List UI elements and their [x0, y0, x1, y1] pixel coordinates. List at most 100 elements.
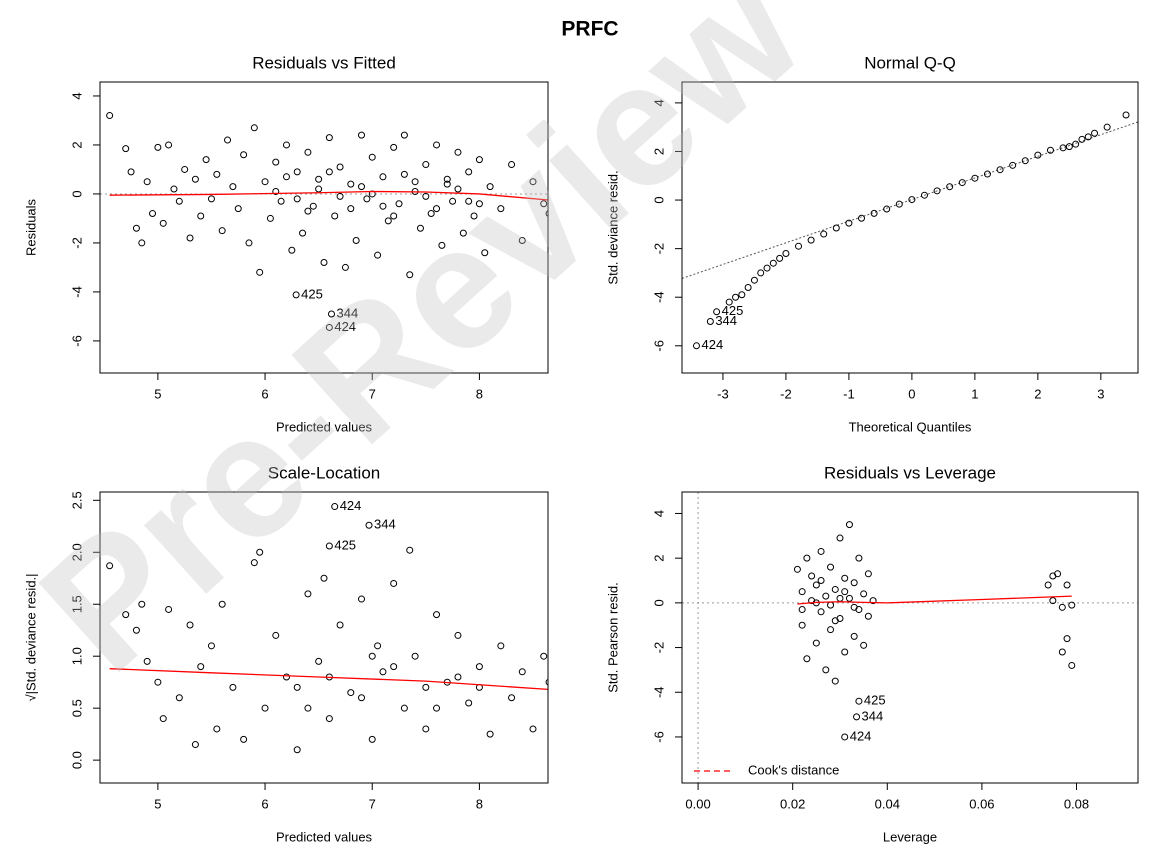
point: [175, 197, 183, 205]
point: [481, 249, 489, 257]
plot-frame: [99, 81, 549, 374]
point: [841, 648, 849, 656]
y-tick-label: 2: [69, 141, 84, 148]
figure-title: PRFC: [561, 18, 618, 41]
point: [218, 600, 226, 608]
point: [1054, 570, 1062, 578]
point: [368, 735, 376, 743]
point: [165, 141, 173, 149]
point: [336, 192, 344, 200]
point: [808, 572, 816, 580]
point: [358, 595, 366, 603]
y-tick-label: 0.0: [69, 751, 84, 769]
y-tick-label: 4: [651, 99, 666, 106]
point: [213, 725, 221, 733]
point: [782, 249, 790, 257]
plot-area: [100, 112, 548, 331]
point: [277, 197, 285, 205]
x-tick-label: 6: [261, 796, 268, 811]
point: [822, 666, 830, 674]
point: [406, 271, 414, 279]
point: [411, 178, 419, 186]
y-axis-label: Std. Pearson resid.: [605, 582, 620, 693]
point: [475, 200, 483, 208]
point: [475, 156, 483, 164]
plot-area: [682, 111, 1138, 350]
point: [106, 562, 114, 570]
point: [486, 183, 494, 191]
point: [390, 579, 398, 587]
y-tick-label: 0: [651, 599, 666, 606]
x-tick-label: 8: [476, 796, 483, 811]
point: [288, 246, 296, 254]
point: [812, 581, 820, 589]
point: [365, 521, 373, 529]
point: [1021, 157, 1029, 165]
point: [325, 542, 333, 550]
point: [379, 173, 387, 181]
point: [757, 269, 765, 277]
point: [191, 741, 199, 749]
point: [358, 694, 366, 702]
point: [272, 631, 280, 639]
point: [325, 134, 333, 142]
point: [883, 205, 891, 213]
point: [1068, 601, 1076, 609]
x-tick-label: -3: [717, 386, 729, 401]
point: [282, 173, 290, 181]
point: [159, 219, 167, 227]
point: [864, 570, 872, 578]
point: [374, 251, 382, 259]
x-tick-label: -2: [780, 386, 792, 401]
point-label: 424: [334, 319, 356, 334]
point: [827, 626, 835, 634]
y-tick-label: -6: [69, 335, 84, 347]
point: [191, 175, 199, 183]
point-label: 425: [301, 286, 323, 301]
point: [1044, 581, 1052, 589]
point: [347, 205, 355, 213]
point: [347, 180, 355, 188]
point: [374, 642, 382, 650]
point: [261, 178, 269, 186]
plot-frame: [681, 81, 1139, 374]
x-axis-label: Theoretical Quantiles: [849, 419, 972, 434]
panel: Residuals vs Fitted Predicted values Resid…: [23, 53, 549, 434]
panel-title: Residuals vs Leverage: [824, 463, 996, 482]
point: [793, 565, 801, 573]
point: [384, 217, 392, 225]
point: [390, 143, 398, 151]
point: [143, 178, 151, 186]
point-label: 344: [862, 708, 884, 723]
point: [841, 574, 849, 582]
point-label: 425: [334, 537, 356, 552]
plot-frame: [681, 491, 1139, 784]
point: [841, 733, 849, 741]
point: [465, 197, 473, 205]
point: [486, 730, 494, 738]
point: [864, 612, 872, 620]
point: [433, 205, 441, 213]
point: [132, 626, 140, 634]
point: [920, 191, 928, 199]
point: [390, 212, 398, 220]
point: [1065, 143, 1073, 151]
y-axis-label: √|Std. deviance resid.|: [23, 573, 38, 701]
point: [475, 663, 483, 671]
point: [309, 202, 317, 210]
point: [459, 229, 467, 237]
point: [331, 503, 339, 511]
point: [400, 704, 408, 712]
point: [858, 214, 866, 222]
point: [798, 621, 806, 629]
point: [845, 521, 853, 529]
point: [149, 210, 157, 218]
point: [304, 704, 312, 712]
point: [443, 180, 451, 188]
point-label: 344: [715, 313, 737, 328]
point: [803, 554, 811, 562]
point: [261, 704, 269, 712]
point: [518, 236, 526, 244]
point: [325, 715, 333, 723]
point: [713, 308, 721, 316]
